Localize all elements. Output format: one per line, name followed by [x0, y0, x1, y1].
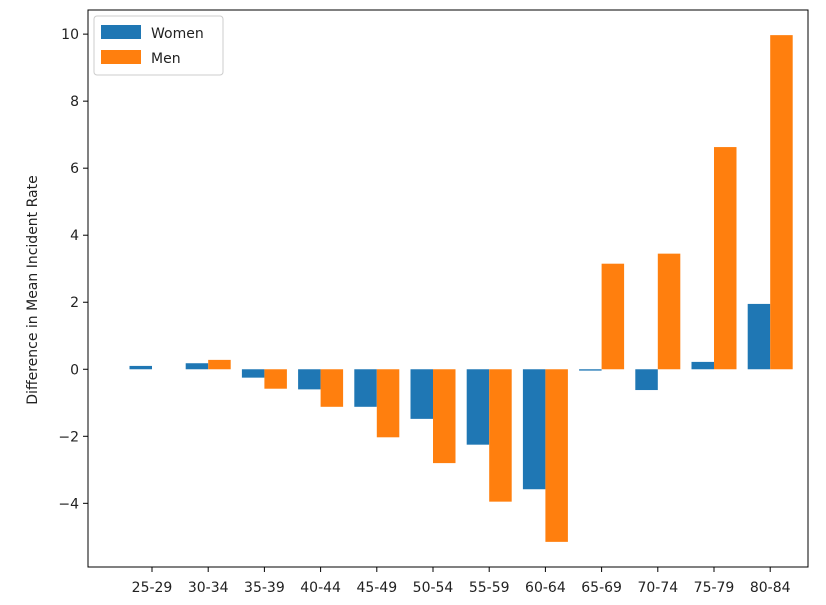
x-tick-label: 45-49: [356, 580, 397, 596]
bar-women-40-44: [298, 369, 321, 390]
x-tick-label: 30-34: [188, 580, 229, 596]
axes-layer: −4 −2 0 2 4 6 8 10 25-29 30-34 35-39 40-44 45-49 50-5…: [58, 9, 809, 596]
legend: Women Men: [93, 15, 224, 76]
bar-men-35-39: [264, 369, 287, 389]
x-tick-label: 50-54: [413, 580, 454, 596]
bar-women-55-59: [466, 369, 490, 445]
x-tick-label: 35-39: [244, 580, 285, 596]
x-tick-label: 25-29: [132, 580, 173, 596]
y-tick-label: 2: [70, 295, 79, 311]
bar-women-65-69: [579, 369, 602, 371]
bar-men-75-79: [714, 147, 737, 370]
y-tick-label: −4: [58, 496, 79, 512]
legend-label-women: Women: [151, 26, 204, 42]
y-tick-label: 0: [70, 362, 79, 378]
bar-women-30-34: [185, 363, 209, 370]
x-tick-label: 80-84: [750, 580, 791, 596]
x-tick-label: 65-69: [581, 580, 622, 596]
y-tick-label: 8: [70, 94, 79, 110]
plot-frame: [87, 9, 809, 568]
bar-men-60-64: [545, 369, 568, 542]
bar-men-80-84: [770, 35, 793, 370]
x-tick-label: 75-79: [694, 580, 735, 596]
bar-men-70-74: [657, 253, 681, 370]
bar-women-25-29: [129, 365, 152, 370]
bar-men-40-44: [320, 369, 344, 407]
bar-women-50-54: [410, 369, 433, 419]
bar-women-35-39: [241, 369, 265, 378]
bars-layer: [129, 35, 793, 542]
y-axis-label: Difference in Mean Incident Rate: [25, 175, 41, 404]
bar-women-70-74: [635, 369, 658, 391]
legend-swatch-men: [101, 50, 141, 64]
bar-men-50-54: [433, 369, 456, 464]
bar-men-30-34: [208, 359, 231, 370]
x-tick-label: 40-44: [300, 580, 341, 596]
bar-men-45-49: [376, 369, 400, 438]
bar-women-45-49: [354, 369, 377, 407]
y-tick-label: 6: [70, 161, 79, 177]
x-tick-label: 60-64: [525, 580, 566, 596]
y-tick-label: 10: [61, 27, 79, 43]
y-tick-label: 4: [70, 228, 79, 244]
legend-swatch-women: [101, 25, 141, 39]
bar-women-75-79: [691, 361, 714, 370]
bar-men-65-69: [601, 263, 625, 370]
y-tick-label: −2: [58, 429, 79, 445]
bar-women-80-84: [747, 303, 771, 370]
bar-men-55-59: [489, 369, 512, 502]
legend-label-men: Men: [151, 51, 181, 67]
bar-women-60-64: [522, 369, 546, 490]
x-tick-label: 70-74: [637, 580, 678, 596]
x-tick-label: 55-59: [469, 580, 510, 596]
